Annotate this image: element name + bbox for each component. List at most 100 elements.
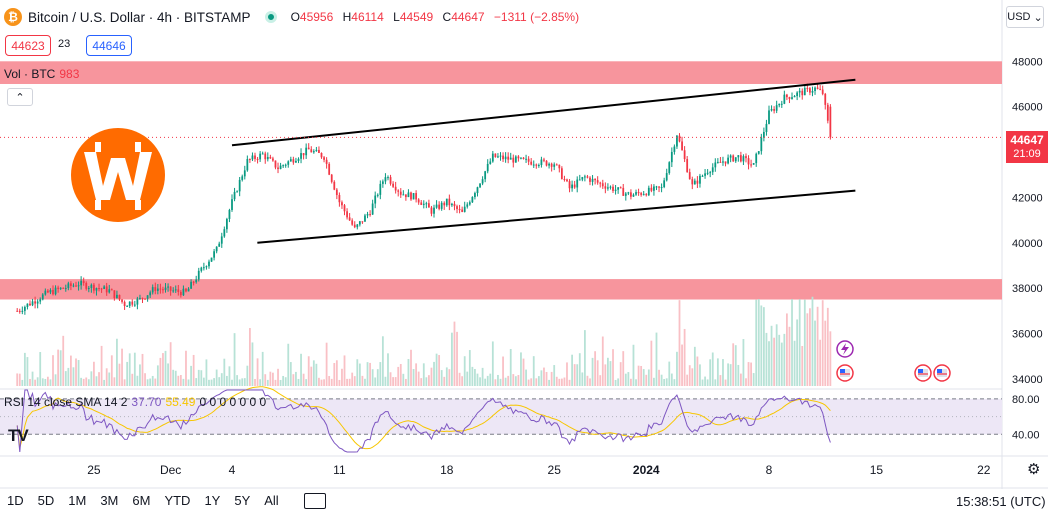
candle-body [110,289,113,291]
candle-body [46,290,49,293]
volume-bar [793,340,796,386]
candles [16,83,832,315]
volume-bar [156,365,159,386]
volume-bar [249,328,251,386]
volume-bar [578,353,581,386]
rsi-tick-0: 80.00 [1012,394,1040,406]
candle-body [430,207,433,214]
candle-body [676,135,678,147]
volume-bar [118,363,121,386]
volume-bar [82,378,85,386]
volume-bar [307,356,310,386]
timeframe-5y[interactable]: 5Y [234,493,251,508]
volume-bar [581,372,584,386]
volume-bar [233,333,236,386]
candle-body [93,284,95,291]
volume-bar [312,360,315,386]
volume-bar [486,375,489,386]
volume-bar [619,362,622,386]
volume-bar [266,379,269,386]
buy-button[interactable]: 44646 [86,35,132,56]
volume-bar [509,348,512,386]
volume-bar [146,379,149,386]
volume-legend[interactable]: Vol · BTC 983 [4,67,80,81]
candle-body [415,193,418,200]
timeframe-all[interactable]: All [264,493,279,508]
volume-bar [803,299,806,386]
candle-body [819,88,822,90]
candle-body [780,103,783,105]
volume-bar [745,378,747,386]
volume-bar [627,372,630,386]
volume-bar [279,379,282,386]
sell-button[interactable]: 44623 [5,35,51,56]
channel-upper-line [231,78,856,147]
volume-bar [747,362,750,386]
volume-bar [560,378,563,386]
volume-bar [412,369,415,386]
volume-bar [550,371,553,386]
volume-bar [520,352,522,386]
channel-lower-line [257,189,856,244]
timeframe-5d[interactable]: 5D [37,493,55,508]
volume-bar [809,308,811,386]
timeframe-1d[interactable]: 1D [7,493,24,508]
candle-body [635,192,637,195]
volume-bar [254,378,256,386]
candle-body [555,164,558,166]
timeframe-1m[interactable]: 1M [68,493,87,508]
volume-bar [190,365,192,386]
us-flag-icon [914,364,932,382]
timeframe-6m[interactable]: 6M [132,493,151,508]
volume-bar [36,377,39,386]
volume-bar [775,324,778,386]
candle-body [172,290,175,292]
candle-body [443,202,446,206]
candle-body [497,156,499,158]
candle-body [642,194,645,196]
volume-bar [162,353,164,386]
symbol-title[interactable]: Bitcoin / U.S. Dollar · 4h · BITSTAMP [28,9,251,25]
gear-icon[interactable]: ⚙ [1027,461,1041,478]
calendar-icon[interactable] [303,492,326,509]
rsi-legend[interactable]: RSI 14 close SMA 14 2 37.70 55.49 0 0 0 0 0… [4,395,267,409]
candle-body [466,204,469,207]
volume-bar [607,357,609,386]
volume-bar [819,339,822,386]
candle-body [259,153,262,160]
candle-body [670,151,673,163]
volume-bar [410,349,412,386]
volume-bar [829,331,832,386]
candle-body [113,290,116,299]
candle-body [576,179,579,188]
brand-logo-tick [95,142,101,152]
chevron-up-icon[interactable]: ⌃ [7,88,33,106]
candle-body [471,197,474,203]
timeframe-1y[interactable]: 1Y [204,493,221,508]
volume-bar [624,373,627,386]
timeframe-3m[interactable]: 3M [100,493,119,508]
candle-body [284,164,287,166]
volume-bar [530,378,533,386]
timeframe-ytd[interactable]: YTD [164,493,191,508]
volume-bar [566,362,568,386]
volume-bar [348,378,351,386]
candle-body [507,156,510,160]
candle-body [231,199,233,210]
candle-body [57,287,60,289]
candle-body [126,305,129,307]
volume-bar [302,373,305,386]
candle-body [704,173,706,176]
candle-body [417,199,420,203]
currency-select[interactable]: USD ⌄ [1006,6,1044,28]
candle-body [36,301,39,304]
volume-bar [443,376,446,386]
volume-bar [256,358,259,386]
candle-body [136,298,139,305]
clock[interactable]: 15:38:51 (UTC) [956,494,1046,509]
volume-bar [151,375,154,386]
volume-bar [75,358,77,386]
candle-body [525,158,527,160]
